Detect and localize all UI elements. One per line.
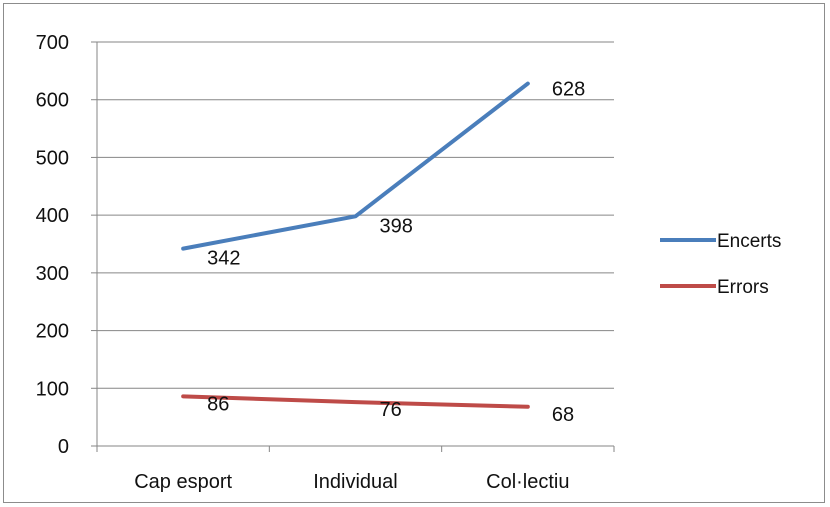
y-tick-label-400: 400	[36, 205, 69, 227]
series-line-encerts	[181, 81, 530, 251]
data-label-encerts-1: 398	[380, 215, 413, 237]
y-tick-label-600: 600	[36, 90, 69, 112]
x-tick-label-1: Individual	[313, 471, 398, 493]
x-tick-label-0: Cap esport	[134, 471, 232, 493]
y-tick-label-500: 500	[36, 147, 69, 169]
data-label-errors-2: 68	[552, 404, 574, 426]
data-label-encerts-0: 342	[207, 248, 240, 270]
data-label-errors-1: 76	[380, 399, 402, 421]
legend-label-encerts: Encerts	[717, 231, 781, 252]
y-tick-label-700: 700	[36, 32, 69, 54]
x-tick-label-2: Col·lectiu	[486, 471, 569, 493]
y-tick-label-200: 200	[36, 321, 69, 343]
legend-label-errors: Errors	[717, 277, 769, 298]
data-label-encerts-2: 628	[552, 79, 585, 101]
series-line-errors	[181, 394, 530, 409]
data-label-errors-0: 86	[207, 393, 229, 415]
y-tick-label-300: 300	[36, 263, 69, 285]
chart-frame	[3, 3, 825, 503]
y-tick-label-0: 0	[58, 436, 69, 458]
y-tick-label-100: 100	[36, 378, 69, 400]
